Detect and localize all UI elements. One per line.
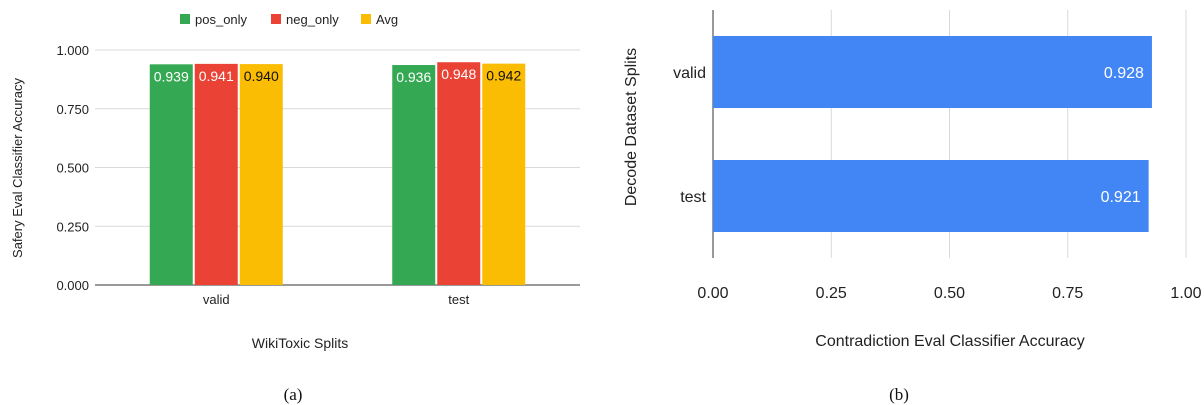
x-axis-title: WikiToxic Splits (252, 335, 348, 351)
x-tick-label: test (448, 292, 469, 307)
bar-data-label: 0.921 (1101, 189, 1141, 206)
bar-data-label: 0.942 (486, 68, 521, 84)
y-tick-label: 0.500 (56, 161, 89, 176)
x-tick-label: 1.00 (1170, 285, 1201, 302)
chart-a: 0.000 0.250 0.500 0.750 1.000 0.939 0.941 0.94… (10, 12, 580, 404)
caption-b: (b) (889, 385, 909, 404)
chart-b: 0.928 0.921 valid test 0.00 0.25 0.50 0.75 1.0… (623, 10, 1202, 404)
bar-series (713, 36, 1152, 232)
bar-data-label: 0.941 (199, 68, 234, 84)
bar (482, 63, 526, 285)
y-tick-label: 0.750 (56, 102, 89, 117)
bar (713, 160, 1149, 232)
legend-swatch (271, 14, 281, 24)
bar-data-label: 0.940 (244, 68, 279, 84)
y-tick-labels: valid test (673, 65, 706, 206)
bar (713, 36, 1152, 108)
x-tick-label: 0.00 (697, 285, 728, 302)
bar-data-label: 0.939 (154, 68, 189, 84)
bar-series (149, 62, 526, 286)
bar (194, 63, 238, 285)
x-tick-label: 0.75 (1052, 285, 1083, 302)
data-labels: 0.928 0.921 (1101, 65, 1144, 206)
y-tick-label: 0.250 (56, 219, 89, 234)
y-tick-label: valid (673, 65, 706, 82)
bar (149, 64, 193, 286)
legend-label: pos_only (195, 12, 248, 27)
caption-a: (a) (284, 385, 303, 404)
bar-data-label: 0.948 (441, 66, 476, 82)
y-tick-label: 0.000 (56, 278, 89, 293)
x-axis-title: Contradiction Eval Classifier Accuracy (815, 333, 1084, 350)
y-tick-label: 1.000 (56, 43, 89, 58)
bar (437, 62, 481, 285)
legend: pos_only neg_only Avg (180, 12, 398, 27)
bar (392, 65, 436, 285)
x-tick-labels: valid test (203, 292, 470, 307)
x-tick-label: 0.50 (934, 285, 965, 302)
y-axis-title: Safery Eval Classifier Accuracy (10, 78, 25, 258)
legend-swatch (180, 14, 190, 24)
x-tick-labels: 0.00 0.25 0.50 0.75 1.00 (697, 285, 1201, 302)
legend-label: neg_only (286, 12, 339, 27)
bar-data-label: 0.928 (1104, 65, 1144, 82)
y-axis-title: Decode Dataset Splits (623, 48, 640, 206)
y-tick-labels: 0.000 0.250 0.500 0.750 1.000 (56, 43, 89, 293)
legend-label: Avg (376, 12, 398, 27)
bar (239, 64, 283, 285)
bar-data-label: 0.936 (396, 69, 431, 85)
x-tick-label: 0.25 (816, 285, 847, 302)
y-tick-label: test (680, 189, 706, 206)
legend-swatch (361, 14, 371, 24)
x-tick-label: valid (203, 292, 230, 307)
data-labels: 0.939 0.941 0.940 0.936 0.948 0.942 (154, 66, 522, 85)
